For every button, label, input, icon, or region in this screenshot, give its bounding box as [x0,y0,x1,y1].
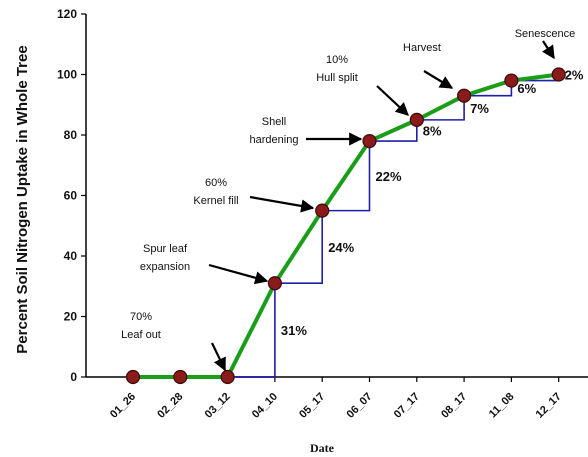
y-tick-label: 80 [64,128,78,142]
y-tick-label: 120 [57,7,77,21]
series-line [133,72,559,379]
increment-label: 7% [470,101,489,116]
increment-label: 2% [565,68,584,83]
x-tick-label: 01_26 [108,391,138,421]
annotation-label: 70% Leaf out [121,311,161,341]
data-point [551,67,566,82]
increment-steps: 31% 24% 22% 8% 7% 6% 2% [133,68,584,378]
increment-step [416,95,465,121]
x-axis-title: Date [310,441,335,455]
y-tick-label: 0 [70,370,77,384]
x-tick-label: 12_17 [534,391,564,421]
annotation-arrow [211,342,226,372]
x-tick-label: 11_08 [487,391,517,421]
annotation-label: 60% Kernel fill [193,177,238,207]
y-axis-title: Percent Soil Nitrogen Uptake in Whole Tr… [14,45,31,353]
x-tick-label: 05_17 [297,391,327,421]
data-point [457,88,472,103]
data-point [173,369,188,385]
increment-label: 24% [328,240,354,255]
data-point [315,203,330,218]
y-tick-label: 20 [64,310,78,324]
annotation-arrow [376,85,409,116]
increment-step [322,141,371,212]
increment-label: 6% [517,81,536,96]
data-point [409,112,424,127]
data-point [125,369,141,385]
annotation-label: Shell hardening [250,116,299,146]
annotations: 70% Leaf out Spur leaf expansion 60% Kernel f… [121,28,576,372]
data-point [504,73,519,88]
annotation-label: Harvest [403,42,441,54]
annotation-label: Senescence [515,28,576,40]
increment-label: 22% [376,169,402,184]
x-tick-label: 06_07 [345,391,375,421]
x-tick-label: 02_28 [155,391,185,421]
increment-label: 8% [423,123,442,138]
y-tick-label: 40 [64,249,78,263]
y-tick-label: 100 [57,68,77,82]
annotation-arrow [249,195,315,213]
annotation-label: Spur leaf expansion [140,243,190,273]
data-point [267,276,282,291]
y-tick-label: 60 [64,189,78,203]
x-tick-label: 07_17 [392,391,422,421]
data-point [220,369,235,385]
annotation-label: 10% Hull split [316,54,358,84]
increment-label: 31% [281,323,307,338]
data-point [362,133,377,149]
annotation-arrow [208,263,269,285]
annotation-arrow [542,40,555,60]
annotation-arrow [423,70,454,89]
uptake-series [125,67,566,385]
increment-step [274,210,324,285]
x-tick-label: 03_12 [203,391,233,421]
x-tick-label: 08_17 [439,391,469,421]
x-tick-label: 04_10 [250,391,280,421]
